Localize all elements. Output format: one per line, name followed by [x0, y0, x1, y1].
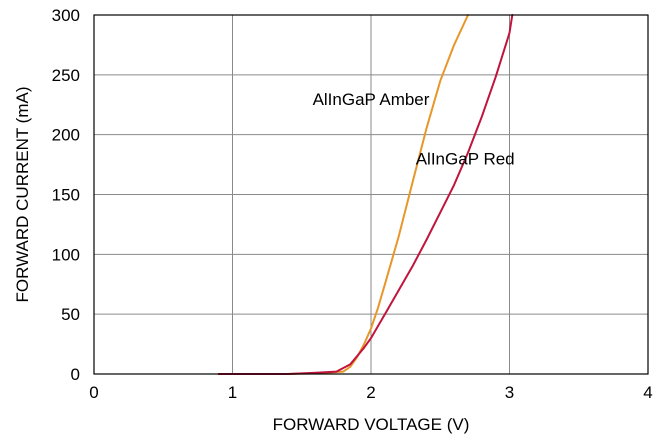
series-layer [217, 14, 514, 375]
grid [94, 15, 648, 374]
y-tick-label: 250 [52, 66, 80, 85]
y-axis-label: FORWARD CURRENT (mA) [13, 87, 32, 303]
y-tick-label: 100 [52, 245, 80, 264]
x-tick-label: 0 [89, 383, 98, 402]
tick-labels: 0 1 2 3 4 0 50 100 150 200 250 300 [52, 6, 653, 402]
x-tick-label: 2 [366, 383, 375, 402]
y-tick-label: 0 [71, 365, 80, 384]
y-tick-label: 200 [52, 126, 80, 145]
plot-frame [93, 14, 649, 375]
y-tick-label: 50 [61, 305, 80, 324]
x-tick-label: 1 [228, 383, 237, 402]
series-annotation: AlInGaP Amber [313, 90, 430, 109]
series-annotation: AlInGaP Red [416, 150, 515, 169]
y-tick-label: 300 [52, 6, 80, 25]
series-line-red [217, 14, 514, 375]
x-tick-label: 3 [505, 383, 514, 402]
x-tick-label: 4 [643, 383, 652, 402]
x-axis-label: FORWARD VOLTAGE (V) [273, 415, 470, 434]
y-tick-label: 150 [52, 186, 80, 205]
annotations: AlInGaP Amber AlInGaP Red [313, 90, 515, 169]
